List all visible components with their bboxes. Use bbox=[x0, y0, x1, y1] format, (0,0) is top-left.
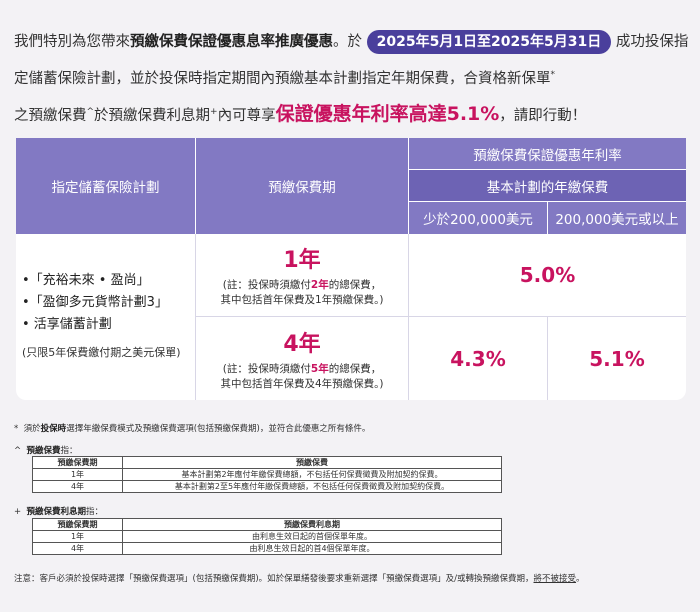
intro-text: 於預繳保費利息期 bbox=[94, 107, 211, 124]
header-rate: 預繳保費保證優惠年利率 bbox=[409, 138, 686, 169]
rate-value: 5.0% bbox=[519, 263, 576, 287]
period-label: 4年 bbox=[283, 331, 321, 357]
table-row: 4年 基本計劃第2至5年應付年繳保費總額，不包括任何保費徵費及附加契約保費。 bbox=[32, 480, 502, 493]
footnote-text: 指： bbox=[86, 507, 104, 517]
plan-note: (只限5年保費繳付期之美元保單) bbox=[22, 346, 181, 359]
period-1-year: 1年 (註：投保時須繳付2年的總保費， 其中包括首年保費及1年預繳保費。) bbox=[196, 234, 408, 316]
footer-text: 注意：客戶必須於投保時選擇「預繳保費選項」(包括預繳保費期)。如於保單繕發後要求… bbox=[14, 574, 534, 584]
table-header: 預繳保費 bbox=[122, 456, 502, 469]
footnote-mark: + bbox=[210, 106, 218, 117]
period-note-text: 其中包括首年保費及1年預繳保費。) bbox=[220, 294, 384, 306]
footnote-text: 選擇年繳保費模式及預繳保費選項(包括預繳保費期)，並符合此優惠之所有條件。 bbox=[66, 424, 371, 434]
offer-name: 預繳保費保證優惠息率推廣優惠 bbox=[130, 34, 333, 50]
prepaid-premium-table: 預繳保費期 預繳保費 1年 基本計劃第2年應付年繳保費總額，不包括任何保費徵費及附加… bbox=[32, 456, 502, 493]
divider bbox=[408, 234, 409, 400]
intro-text: 內可尊享 bbox=[217, 107, 276, 124]
footnote-mark: + bbox=[14, 507, 22, 517]
plan-item: •「盈御多元貨幣計劃3」 bbox=[22, 295, 168, 310]
table-header: 預繳保費利息期 bbox=[122, 518, 502, 531]
rate-highlight: 保證優惠年利率高達5.1% bbox=[275, 102, 500, 125]
footnote-text: 指： bbox=[60, 446, 78, 456]
footnote-mark: * bbox=[14, 424, 19, 434]
header-period: 預繳保費期 bbox=[196, 138, 408, 234]
period-note-years: 2年 bbox=[310, 279, 329, 291]
table-row: 1年 由利息生效日起的首個保單年度。 bbox=[32, 530, 502, 543]
footnote-mark: * bbox=[550, 70, 556, 80]
divider bbox=[547, 316, 548, 400]
divider bbox=[196, 316, 686, 317]
table-row: 1年 基本計劃第2年應付年繳保費總額，不包括任何保費徵費及附加契約保費。 bbox=[32, 468, 502, 481]
period-note: (註：投保時須繳付5年的總保費， 其中包括首年保費及4年預繳保費。) bbox=[220, 362, 383, 392]
header-plan: 指定儲蓄保險計劃 bbox=[16, 138, 195, 234]
footer-text: 。 bbox=[576, 574, 585, 584]
footnote-bold: 預繳保費 bbox=[26, 446, 61, 456]
footnote-star: * 須於投保時選擇年繳保費模式及預繳保費選項(包括預繳保費期)，並符合此優惠之所… bbox=[14, 422, 370, 434]
table-cell: 由利息生效日起的首個保單年度。 bbox=[122, 530, 502, 543]
intro-text: 。於 bbox=[333, 34, 362, 50]
table-cell: 4年 bbox=[32, 542, 123, 555]
header-high-premium: 200,000美元或以上 bbox=[548, 202, 686, 234]
table-cell: 基本計劃第2至5年應付年繳保費總額，不包括任何保費徵費及附加契約保費。 bbox=[122, 480, 502, 493]
rate-value: 4.3% bbox=[450, 346, 506, 371]
period-4-year: 4年 (註：投保時須繳付5年的總保費， 其中包括首年保費及4年預繳保費。) bbox=[196, 317, 408, 400]
period-note-text: (註：投保時須繳付 bbox=[222, 362, 311, 375]
interest-period-table: 預繳保費期 預繳保費利息期 1年 由利息生效日起的首個保單年度。 4年 由利息生效日起… bbox=[32, 518, 502, 555]
intro-text: 我們特別為您帶來 bbox=[14, 34, 130, 50]
period-note-text: 的總保費， bbox=[328, 362, 382, 375]
period-note-text: (註：投保時須繳付 bbox=[222, 279, 311, 291]
footnote-mark: ^ bbox=[86, 106, 95, 117]
intro-text: ，請即行動！ bbox=[499, 107, 587, 124]
plan-item: •「充裕未來 • 盈尚」 bbox=[22, 273, 150, 288]
table-cell: 由利息生效日起的首4個保單年度。 bbox=[122, 542, 502, 555]
footnote-bold: 預繳保費利息期 bbox=[26, 507, 87, 517]
rate-value: 5.1% bbox=[589, 346, 645, 371]
footnote-mark: ^ bbox=[14, 446, 22, 456]
plan-list: •「充裕未來 • 盈尚」 •「盈御多元貨幣計劃3」 • 活享儲蓄計劃 (只限5年… bbox=[16, 234, 196, 400]
period-note: (註：投保時須繳付2年的總保費， 其中包括首年保費及1年預繳保費。) bbox=[220, 278, 383, 308]
footnote-text: 須於 bbox=[23, 424, 41, 434]
rate-1-year: 5.0% bbox=[409, 234, 686, 316]
rate-4-year-high: 5.1% bbox=[548, 317, 686, 400]
footnote-bold: 投保時 bbox=[40, 424, 67, 434]
header-low-premium: 少於200,000美元 bbox=[409, 202, 547, 234]
table-header: 預繳保費期 bbox=[32, 518, 123, 531]
divider bbox=[195, 234, 196, 400]
table-cell: 基本計劃第2年應付年繳保費總額，不包括任何保費徵費及附加契約保費。 bbox=[122, 468, 502, 481]
footnote-plus: + 預繳保費利息期指： bbox=[14, 505, 103, 517]
table-header: 預繳保費期 bbox=[32, 456, 123, 469]
table-cell: 4年 bbox=[32, 480, 123, 493]
table-row: 4年 由利息生效日起的首4個保單年度。 bbox=[32, 542, 502, 555]
footer-emphasis: 將不被接受 bbox=[533, 574, 577, 584]
period-note-text: 其中包括首年保費及4年預繳保費。) bbox=[220, 377, 384, 390]
rate-4-year-low: 4.3% bbox=[409, 317, 547, 400]
footer-note: 注意：客戶必須於投保時選擇「預繳保費選項」(包括預繳保費期)。如於保單繕發後要求… bbox=[14, 572, 585, 584]
promo-rate-table: 指定儲蓄保險計劃 預繳保費期 預繳保費保證優惠年利率 基本計劃的年繳保費 少於2… bbox=[16, 138, 686, 400]
period-note-years: 5年 bbox=[310, 362, 329, 375]
intro-text: 之預繳保費 bbox=[14, 107, 87, 124]
period-label: 1年 bbox=[283, 248, 321, 273]
table-cell: 1年 bbox=[32, 530, 123, 543]
table-cell: 1年 bbox=[32, 468, 123, 481]
intro-text: 成功投保指定儲蓄保險計劃，並於投保時指定期間內預繳基本計劃指定年期保費，合資格新… bbox=[14, 34, 689, 87]
intro-paragraph: 我們特別為您帶來預繳保費保證優惠息率推廣優惠。於 2025年5月1日至2025年… bbox=[14, 26, 690, 133]
period-note-text: 的總保費， bbox=[328, 279, 382, 291]
header-annual-premium: 基本計劃的年繳保費 bbox=[409, 170, 686, 201]
plan-item: • 活享儲蓄計劃 bbox=[22, 317, 112, 332]
footnote-caret: ^ 預繳保費指： bbox=[14, 444, 78, 456]
date-range-badge: 2025年5月1日至2025年5月31日 bbox=[366, 30, 612, 54]
